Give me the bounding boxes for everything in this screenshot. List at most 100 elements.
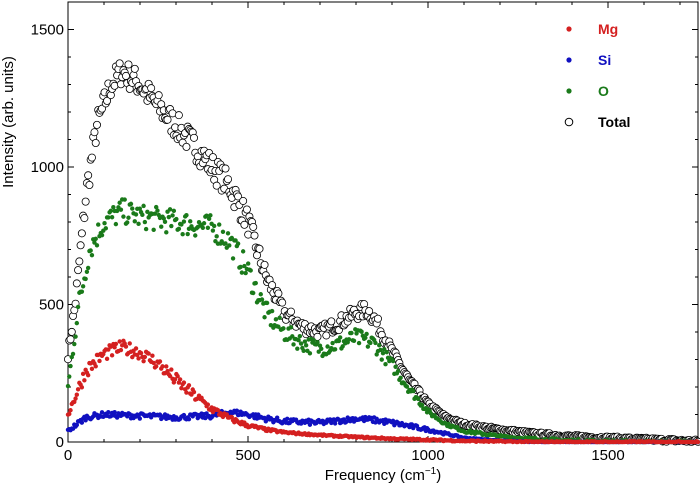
data-point bbox=[76, 241, 85, 250]
data-point bbox=[230, 256, 236, 261]
data-point bbox=[363, 335, 368, 340]
data-point bbox=[373, 314, 382, 323]
data-point bbox=[74, 422, 80, 428]
data-point bbox=[186, 416, 192, 422]
data-point bbox=[72, 279, 81, 288]
data-point bbox=[200, 225, 206, 230]
data-point bbox=[117, 200, 122, 205]
data-point bbox=[106, 215, 111, 220]
data-point bbox=[118, 347, 124, 353]
series-o bbox=[65, 197, 700, 445]
data-point bbox=[287, 307, 296, 316]
data-point bbox=[377, 343, 382, 348]
data-point bbox=[398, 375, 403, 381]
data-point bbox=[215, 407, 221, 413]
data-point bbox=[188, 219, 193, 224]
data-point bbox=[79, 385, 85, 390]
x-tick-label: 1500 bbox=[591, 447, 624, 464]
data-point bbox=[72, 399, 77, 405]
data-point bbox=[114, 208, 120, 214]
data-point bbox=[179, 222, 184, 227]
data-point bbox=[99, 232, 105, 238]
data-point bbox=[303, 343, 309, 348]
data-point bbox=[102, 221, 107, 226]
data-point bbox=[225, 231, 231, 236]
data-point bbox=[142, 219, 148, 225]
data-point bbox=[419, 402, 425, 408]
data-point bbox=[106, 347, 111, 352]
data-point bbox=[346, 337, 352, 342]
data-point bbox=[117, 339, 122, 344]
data-point bbox=[127, 341, 132, 346]
data-point bbox=[126, 215, 131, 220]
data-point bbox=[68, 408, 73, 413]
data-point bbox=[161, 216, 166, 221]
legend-marker bbox=[564, 117, 574, 127]
data-point bbox=[85, 265, 91, 271]
data-point bbox=[174, 216, 179, 222]
series-layer bbox=[64, 59, 700, 446]
data-point bbox=[205, 402, 211, 407]
y-tick-label: 1000 bbox=[31, 159, 64, 176]
data-point bbox=[380, 351, 386, 356]
data-point bbox=[288, 325, 294, 330]
data-point bbox=[264, 300, 270, 306]
data-point bbox=[141, 203, 146, 209]
data-point bbox=[163, 115, 172, 124]
data-point bbox=[274, 289, 283, 298]
data-point bbox=[332, 421, 338, 426]
data-point bbox=[291, 342, 296, 347]
data-point bbox=[302, 339, 308, 344]
data-point bbox=[89, 252, 95, 258]
data-point bbox=[112, 345, 117, 350]
data-point bbox=[349, 330, 354, 336]
data-point bbox=[404, 384, 410, 389]
data-point bbox=[88, 248, 93, 253]
data-point bbox=[99, 410, 105, 415]
data-point bbox=[74, 266, 83, 275]
data-point bbox=[112, 410, 117, 415]
data-point bbox=[154, 364, 159, 369]
data-point bbox=[108, 208, 114, 213]
data-point bbox=[124, 60, 133, 69]
legend-item-si: Si bbox=[566, 52, 611, 68]
data-point bbox=[96, 222, 101, 227]
x-axis-title-superscript: −1 bbox=[425, 466, 437, 477]
data-point bbox=[259, 297, 265, 302]
data-point bbox=[146, 351, 151, 356]
data-point bbox=[155, 208, 160, 213]
data-point bbox=[189, 133, 198, 142]
data-point bbox=[205, 225, 211, 230]
data-point bbox=[164, 230, 169, 235]
data-point bbox=[172, 377, 178, 382]
data-point bbox=[248, 268, 253, 273]
y-tick-label: 500 bbox=[39, 297, 64, 314]
data-point bbox=[255, 244, 264, 253]
data-point bbox=[260, 260, 269, 269]
data-point bbox=[351, 338, 357, 343]
data-point bbox=[273, 317, 279, 322]
data-point bbox=[212, 181, 221, 190]
data-point bbox=[151, 360, 156, 366]
y-tick-labels: 0 500 1000 1500 bbox=[31, 22, 64, 452]
data-point bbox=[211, 223, 217, 229]
data-point bbox=[136, 356, 141, 361]
data-point bbox=[73, 396, 78, 401]
data-point bbox=[395, 368, 401, 374]
data-point bbox=[157, 359, 163, 364]
data-point bbox=[67, 374, 72, 379]
data-point bbox=[278, 298, 287, 307]
data-point bbox=[90, 128, 99, 137]
data-point bbox=[208, 213, 213, 218]
data-point bbox=[298, 341, 304, 346]
legend-label: Si bbox=[598, 52, 611, 68]
data-point bbox=[220, 229, 226, 234]
data-point bbox=[181, 412, 187, 418]
data-point bbox=[182, 142, 191, 151]
data-point bbox=[330, 340, 335, 346]
data-point bbox=[75, 304, 81, 310]
data-point bbox=[185, 231, 190, 237]
data-point bbox=[77, 229, 86, 238]
data-point bbox=[181, 219, 187, 224]
data-point bbox=[103, 226, 109, 231]
